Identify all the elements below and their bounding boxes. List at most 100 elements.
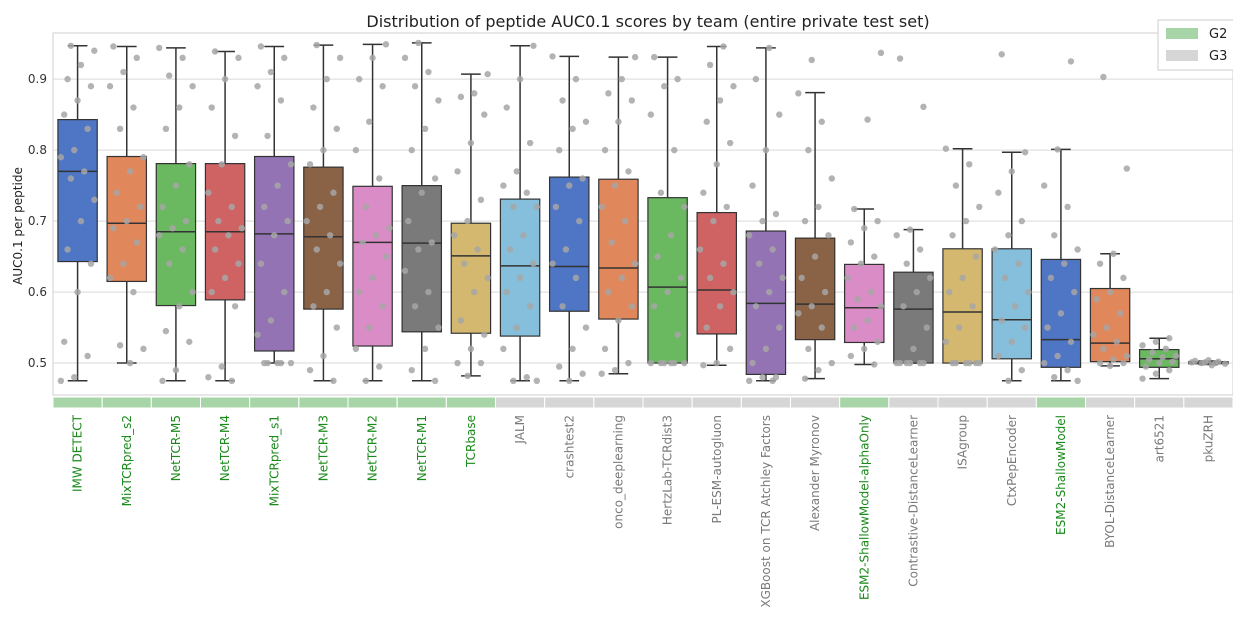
point-pl-esm-autogluon (706, 61, 714, 69)
point-nettcr-m3 (320, 352, 327, 360)
point-nettcr-m1 (408, 146, 415, 154)
x-tick-label-ctxpepencoder: CtxPepEncoder (1005, 415, 1019, 506)
point-nettcr-m3 (320, 146, 327, 154)
point-esm2-shallowmodel-alphaonly (854, 295, 861, 303)
point-art6521 (1146, 356, 1153, 363)
point-nettcr-m4 (228, 377, 235, 385)
point-onco-deeplearning (601, 146, 609, 154)
point-art6521 (1159, 354, 1166, 361)
point-pl-esm-autogluon (720, 43, 727, 50)
point-nettcr-m3 (313, 41, 320, 49)
point-nettcr-m1 (421, 125, 429, 133)
group-strip-alexander-myronov (790, 396, 841, 409)
point-esm2-shallowmodel-alphaonly (874, 217, 881, 225)
point-art6521 (1152, 370, 1160, 377)
plot-frame (52, 32, 1233, 396)
x-tick-label-xgboost-on-tcr-atchley-factors: XGBoost on TCR Atchley Factors (759, 415, 773, 608)
point-byol-distancelearner (1090, 331, 1097, 338)
point-crashtest2 (549, 260, 556, 267)
point-mixtcrpred-s1 (264, 132, 271, 140)
point-byol-distancelearner (1116, 310, 1124, 317)
point-crashtest2 (556, 146, 563, 154)
point-nettcr-m2 (369, 54, 376, 62)
point-isagroup (966, 161, 973, 168)
point-contrastive-distancelearner (916, 246, 924, 253)
point-imw-detect (71, 374, 78, 381)
point-nettcr-m4 (221, 274, 229, 282)
point-mixtcrpred-s2 (130, 288, 137, 296)
group-strip-onco-deeplearning (593, 396, 644, 409)
point-pl-esm-autogluon (720, 260, 727, 267)
point-tcrbase (467, 345, 475, 353)
point-nettcr-m5 (176, 303, 183, 310)
point-nettcr-m1 (401, 54, 409, 62)
point-ctxpepencoder (1021, 324, 1029, 331)
box-crashtest2 (548, 176, 590, 312)
point-alexander-myronov (818, 118, 825, 125)
point-esm2-shallowmodel (1057, 310, 1065, 317)
point-mixtcrpred-s2 (113, 189, 120, 196)
point-onco-deeplearning (611, 182, 619, 189)
point-mixtcrpred-s2 (136, 203, 144, 211)
point-tcrbase (481, 111, 488, 118)
point-onco-deeplearning (621, 217, 629, 225)
point-jalm (513, 324, 520, 331)
point-nettcr-m3 (306, 366, 314, 374)
point-nettcr-m2 (356, 288, 363, 296)
box-isagroup (942, 248, 983, 364)
x-tick-label-pl-esm-autogluon: PL-ESM-autogluon (710, 415, 724, 523)
x-tick-label-esm2-shallowmodel-alphaonly: ESM2-ShallowModel-alphaOnly (857, 415, 871, 600)
point-mixtcrpred-s1 (254, 331, 261, 338)
point-jalm (523, 189, 530, 196)
point-pl-esm-autogluon (696, 246, 704, 253)
point-alexander-myronov (825, 232, 832, 239)
point-tcrbase (457, 317, 465, 324)
group-strip-jalm (495, 396, 546, 409)
point-esm2-shallowmodel-alphaonly (877, 49, 885, 57)
label-layer: IMW DETECT MixTCRpred_s2 NetTCR-M5 NetTCR-M… (71, 414, 1216, 607)
point-crashtest2 (552, 203, 560, 211)
point-nettcr-m5 (162, 125, 170, 133)
legend: G2 G3 (1157, 19, 1233, 71)
point-imw-detect (61, 338, 68, 345)
point-nettcr-m2 (362, 377, 370, 385)
point-art6521 (1149, 349, 1156, 356)
point-alexander-myronov (805, 345, 812, 353)
point-ctxpepencoder (1001, 274, 1009, 282)
point-jalm (530, 42, 537, 49)
point-onco-deeplearning (625, 168, 632, 175)
point-nettcr-m3 (333, 324, 340, 331)
point-imw-detect (84, 352, 91, 360)
point-alexander-myronov (815, 366, 822, 374)
point-onco-deeplearning (601, 345, 609, 353)
point-onco-deeplearning (598, 203, 605, 211)
point-mixtcrpred-s2 (116, 342, 124, 349)
point-nettcr-m2 (356, 75, 363, 83)
point-ctxpepencoder (1011, 303, 1019, 310)
x-tick-label-nettcr-m1: NetTCR-M1 (415, 415, 429, 481)
group-strip-nettcr-m4 (200, 396, 251, 409)
x-tick-label-esm2-shallowmodel: ESM2-ShallowModel (1054, 415, 1068, 535)
point-art6521 (1139, 342, 1146, 349)
group-strip-layer (52, 396, 1233, 409)
point-hertzlab-tcrdist3 (677, 274, 685, 282)
point-esm2-shallowmodel (1071, 288, 1078, 296)
point-nettcr-m4 (228, 203, 235, 211)
point-esm2-shallowmodel-alphaonly (844, 274, 851, 282)
point-imw-detect (91, 196, 98, 204)
point-art6521 (1156, 359, 1163, 367)
point-pl-esm-autogluon (700, 361, 707, 369)
point-nettcr-m1 (415, 246, 422, 253)
point-esm2-shallowmodel (1044, 324, 1051, 331)
point-nettcr-m4 (215, 217, 222, 225)
point-hertzlab-tcrdist3 (651, 303, 658, 310)
point-xgboost-on-tcr-atchley-factors (756, 260, 763, 267)
point-esm2-shallowmodel (1051, 374, 1058, 381)
point-nettcr-m5 (176, 104, 183, 111)
point-hertzlab-tcrdist3 (651, 53, 658, 61)
point-art6521 (1152, 338, 1160, 345)
point-nettcr-m4 (218, 161, 225, 168)
point-mixtcrpred-s1 (281, 288, 288, 296)
point-byol-distancelearner (1106, 288, 1114, 296)
point-nettcr-m4 (225, 232, 232, 239)
